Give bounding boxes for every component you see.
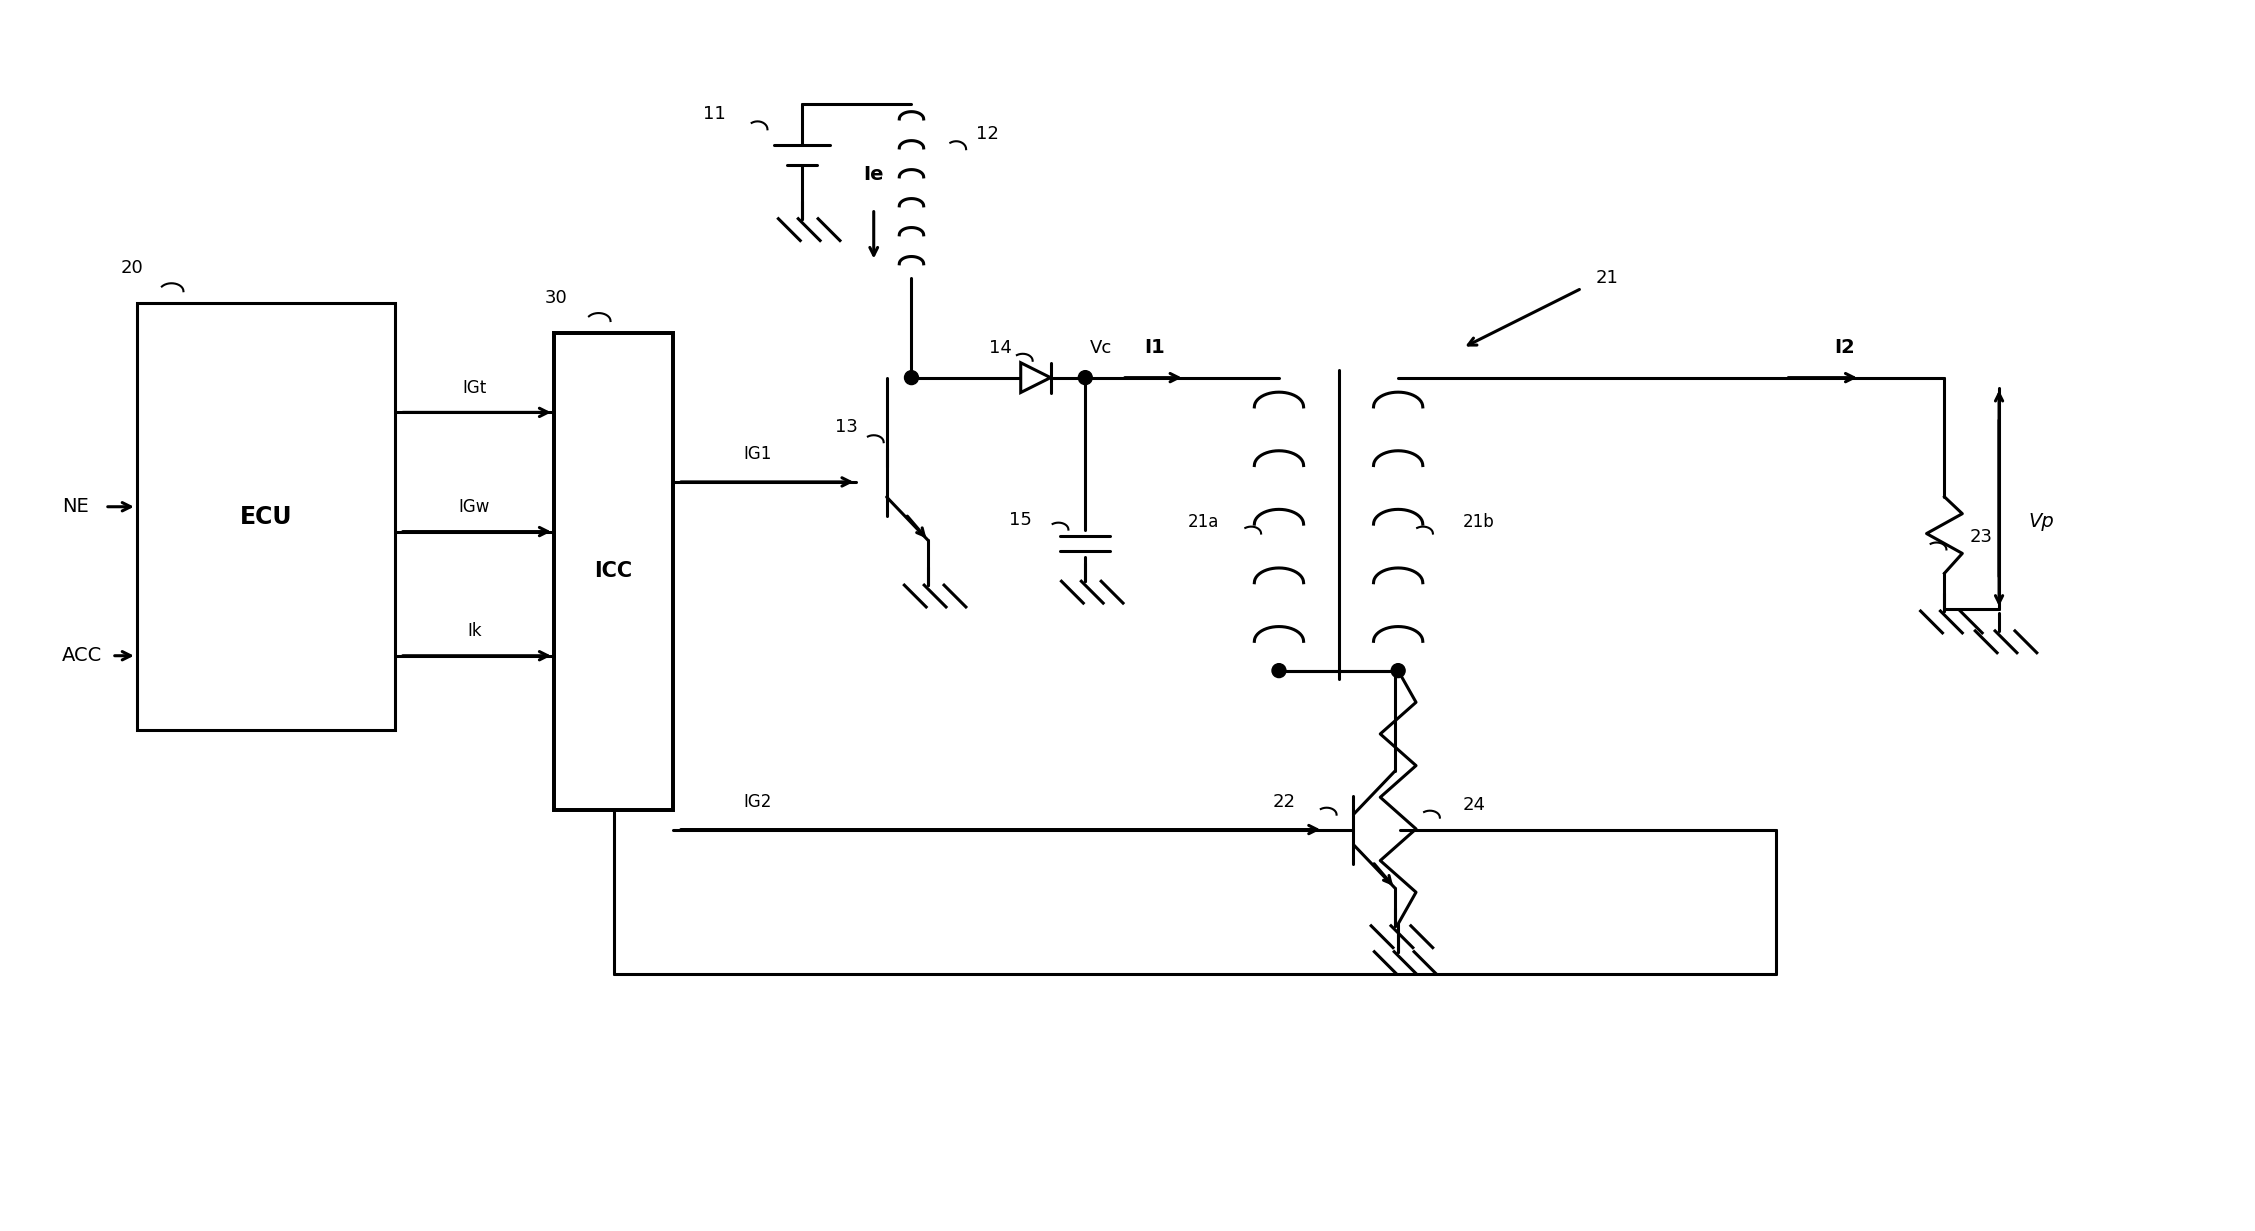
Text: IG2: IG2 — [744, 793, 771, 811]
Text: 21: 21 — [1594, 270, 1619, 287]
Text: Ik: Ik — [467, 622, 483, 640]
Text: 21a: 21a — [1188, 512, 1220, 531]
Bar — [138, 303, 395, 730]
Text: IGw: IGw — [458, 497, 489, 516]
Text: 22: 22 — [1272, 793, 1294, 811]
Text: IG1: IG1 — [744, 446, 771, 463]
Text: 13: 13 — [834, 419, 859, 436]
Polygon shape — [1022, 363, 1051, 393]
Text: Vc: Vc — [1089, 339, 1112, 357]
Circle shape — [1272, 664, 1285, 677]
Text: I2: I2 — [1836, 339, 1856, 357]
Text: 20: 20 — [120, 260, 142, 277]
Text: IGt: IGt — [462, 379, 487, 396]
Text: Vp: Vp — [2030, 512, 2054, 531]
Text: NE: NE — [63, 497, 88, 516]
Text: 11: 11 — [704, 106, 726, 123]
Text: 23: 23 — [1969, 528, 1991, 545]
Bar — [555, 332, 672, 810]
Circle shape — [1391, 664, 1405, 677]
Text: ICC: ICC — [595, 561, 634, 581]
Text: I1: I1 — [1146, 339, 1166, 357]
Circle shape — [1078, 371, 1091, 384]
Text: ECU: ECU — [239, 505, 293, 528]
Text: ACC: ACC — [63, 646, 101, 665]
Text: Ie: Ie — [864, 165, 884, 183]
Text: 15: 15 — [1010, 511, 1033, 528]
Text: 21b: 21b — [1463, 512, 1495, 531]
Text: 14: 14 — [990, 339, 1012, 357]
Text: 12: 12 — [976, 126, 999, 143]
Text: 24: 24 — [1463, 795, 1486, 814]
Text: 30: 30 — [543, 289, 568, 308]
Circle shape — [904, 371, 918, 384]
